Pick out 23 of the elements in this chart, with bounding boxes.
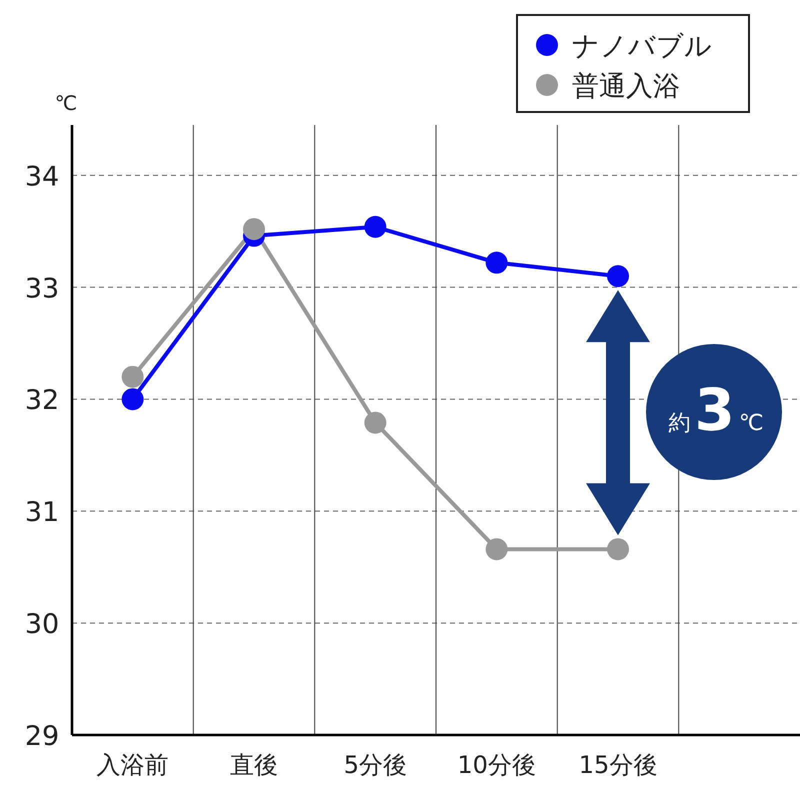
y-tick-label: 34 <box>24 161 60 192</box>
legend-label: ナノバブル <box>572 31 712 62</box>
y-tick-label: 32 <box>24 385 60 416</box>
legend-label: 普通入浴 <box>572 71 680 102</box>
point <box>122 366 144 388</box>
point <box>607 538 629 560</box>
x-tick-label: 5分後 <box>344 751 407 779</box>
point <box>486 538 508 560</box>
point <box>364 216 386 238</box>
point <box>607 265 629 288</box>
y-tick-label: 33 <box>24 273 60 304</box>
y-tick-label: 30 <box>24 609 60 640</box>
x-tick-label: 15分後 <box>578 751 658 779</box>
y-tick-label: 31 <box>24 497 60 528</box>
y-tick-label: 29 <box>24 721 60 752</box>
point <box>243 218 265 240</box>
y-axis-title: ℃ <box>54 91 78 115</box>
point <box>486 252 508 274</box>
point <box>364 412 386 434</box>
x-tick-label: 入浴前 <box>96 751 169 779</box>
x-tick-label: 直後 <box>230 751 278 779</box>
x-tick-label: 10分後 <box>457 751 536 779</box>
point <box>122 388 144 410</box>
